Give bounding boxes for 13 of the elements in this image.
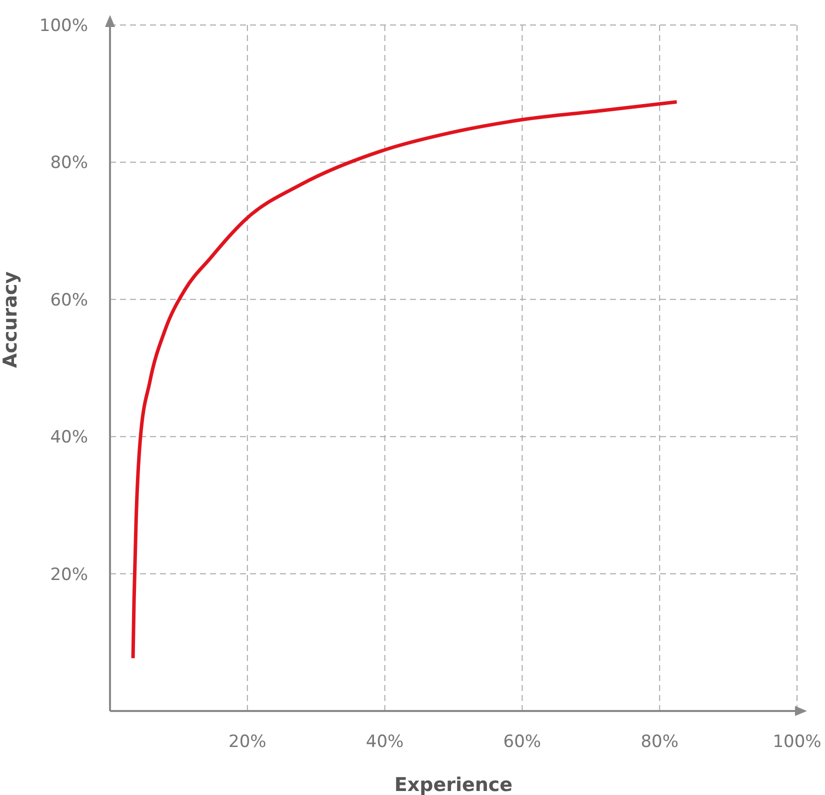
y-tick-label: 20% [50,564,88,585]
x-tick-label: 20% [228,732,266,752]
y-tick-label: 100% [39,16,88,36]
x-axis-title: Experience [394,774,513,795]
y-tick-label: 80% [50,153,88,174]
y-tick-label: 40% [50,428,88,448]
y-axis-title: Accuracy [0,270,22,368]
x-tick-label: 100% [772,732,822,752]
x-tick-label: 40% [366,732,404,752]
x-tick-label: 60% [503,732,542,752]
y-tick-label: 60% [50,290,88,310]
x-tick-label: 80% [640,732,678,752]
line-series [131,100,679,660]
